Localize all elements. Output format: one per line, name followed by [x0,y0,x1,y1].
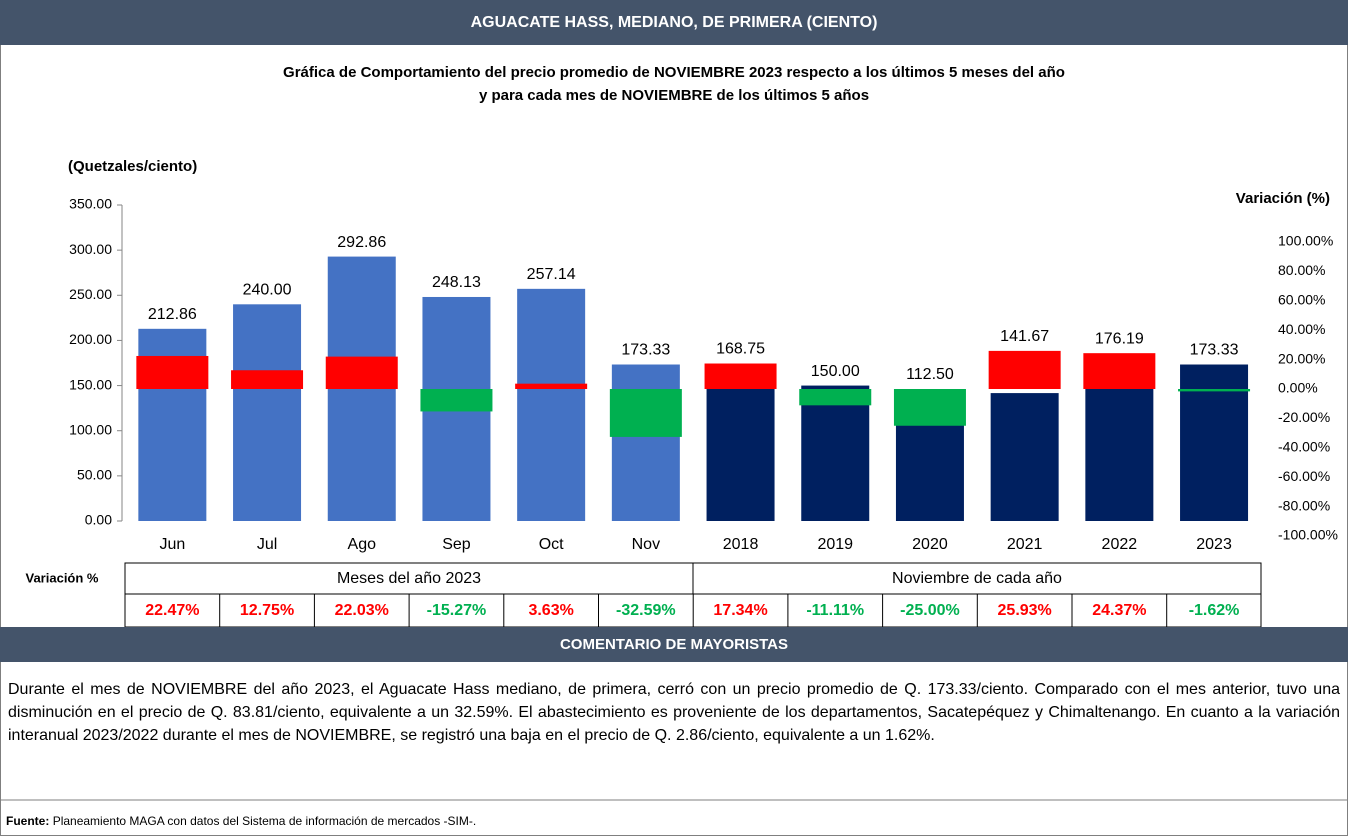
variation-label: -25.00% [900,602,960,619]
x-tick-label: 2023 [1196,536,1232,553]
value-label: 168.75 [716,341,765,358]
comment-text: Durante el mes de NOVIEMBRE del año 2023… [8,681,1340,744]
price-bar [801,385,870,521]
value-label: 173.33 [621,342,670,359]
comment-title: COMENTARIO DE MAYORISTAS [560,636,788,653]
y-tick-label: 100.00 [69,421,112,437]
y2-tick-label: -100.00% [1278,527,1338,543]
x-tick-label: 2019 [817,536,853,553]
variation-bar [893,389,966,426]
header-bar [0,0,1348,45]
variation-label: 12.75% [240,602,294,619]
source-text: Planeamiento MAGA con datos del Sistema … [52,814,477,828]
variation-label: 25.93% [998,602,1052,619]
variation-label: 22.03% [335,602,389,619]
x-tick-label: 2020 [912,536,948,553]
table-row-label: Variación % [26,570,99,585]
subtitle: y para cada mes de NOVIEMBRE de los últi… [479,87,869,104]
value-label: 240.00 [243,282,292,299]
table-group: Noviembre de cada año [892,570,1062,587]
variation-bar [231,370,304,389]
x-tick-label: Sep [442,536,471,553]
x-tick-label: Jun [159,536,185,553]
x-tick-label: 2022 [1102,536,1138,553]
y-tick-label: 150.00 [69,376,112,392]
variation-label: -15.27% [427,602,487,619]
value-label: 112.50 [906,366,954,383]
variation-label: -32.59% [616,602,676,619]
y-tick-label: 0.00 [85,512,112,528]
x-tick-label: Jul [257,536,277,553]
variation-bar [609,389,682,437]
variation-bar [799,389,872,406]
variation-bar [420,389,493,412]
y-tick-label: 350.00 [69,196,112,212]
y2-tick-label: -80.00% [1278,497,1330,513]
y2-tick-label: 20.00% [1278,350,1325,366]
x-tick-label: 2018 [723,536,759,553]
y-axis-label: (Quetzales/ciento) [68,158,197,175]
variation-label: -1.62% [1189,602,1240,619]
variation-bar [325,356,398,389]
price-bar [706,368,775,521]
y-tick-label: 300.00 [69,241,112,257]
price-bar [990,393,1059,521]
value-label: 141.67 [1000,328,1049,345]
variation-bar [704,363,777,389]
table-group: Meses del año 2023 [337,570,481,587]
price-bar [1180,364,1249,521]
chart-title: AGUACATE HASS, MEDIANO, DE PRIMERA (CIEN… [471,14,878,31]
y-tick-label: 250.00 [69,286,112,302]
value-label: 248.13 [432,274,481,291]
subtitle: Gráfica de Comportamiento del precio pro… [283,64,1065,81]
y2-tick-label: 60.00% [1278,292,1325,308]
y2-tick-label: 0.00% [1278,380,1318,396]
x-tick-label: Ago [348,536,377,553]
source: Fuente: Planeamiento MAGA con datos del … [6,814,476,828]
variation-bar [988,350,1061,389]
x-tick-label: 2021 [1007,536,1043,553]
y2-tick-label: 80.00% [1278,262,1325,278]
comment-bar [0,627,1348,662]
value-label: 212.86 [148,306,197,323]
variation-label: 22.47% [145,602,199,619]
price-bar [233,304,302,521]
variation-bar [515,383,588,389]
variation-label: -11.11% [806,602,864,619]
y2-tick-label: 40.00% [1278,321,1325,337]
price-bar [517,288,586,521]
variation-label: 24.37% [1092,602,1146,619]
variation-label: 17.34% [713,602,767,619]
variation-bar [136,355,209,389]
variation-bar [1083,353,1156,389]
variation-bar [1178,389,1251,392]
price-bar [895,419,964,521]
value-label: 176.19 [1095,330,1144,347]
source-label: Fuente: [6,814,50,828]
variation-label: 3.63% [528,602,573,619]
y-tick-label: 200.00 [69,331,112,347]
value-label: 257.14 [527,266,576,283]
y2-tick-label: 100.00% [1278,233,1333,249]
x-tick-label: Nov [632,536,660,553]
y2-tick-label: -40.00% [1278,439,1330,455]
price-bar [611,364,680,521]
y2-tick-label: -20.00% [1278,409,1330,425]
x-tick-label: Oct [539,536,564,553]
y2-tick-label: -60.00% [1278,468,1330,484]
value-label: 150.00 [811,363,860,380]
value-label: 173.33 [1190,342,1239,359]
y2-axis-label: Variación (%) [1236,190,1330,207]
y-tick-label: 50.00 [77,467,112,483]
value-label: 292.86 [337,234,386,251]
